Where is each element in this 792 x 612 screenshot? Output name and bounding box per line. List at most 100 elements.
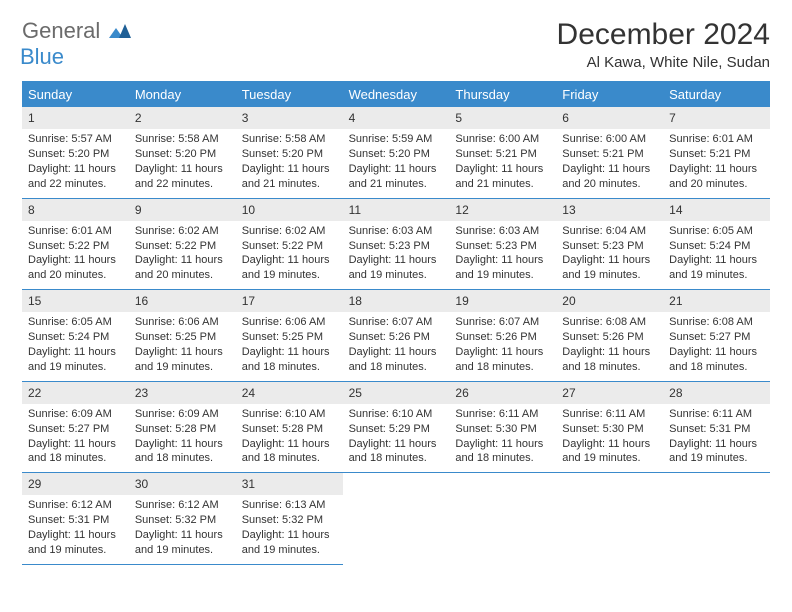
day-number: 7 (663, 107, 770, 129)
sunset-line: Sunset: 5:20 PM (28, 147, 123, 162)
daylight-line: Daylight: 11 hours and 19 minutes. (242, 253, 337, 283)
day-number: 22 (22, 382, 129, 404)
day-cell: 15Sunrise: 6:05 AMSunset: 5:24 PMDayligh… (22, 290, 129, 382)
location-label: Al Kawa, White Nile, Sudan (557, 54, 770, 71)
sunset-line: Sunset: 5:20 PM (135, 147, 230, 162)
sunrise-line: Sunrise: 6:00 AM (562, 132, 657, 147)
day-cell: 16Sunrise: 6:06 AMSunset: 5:25 PMDayligh… (129, 290, 236, 382)
sunrise-line: Sunrise: 6:11 AM (669, 407, 764, 422)
day-number: 19 (449, 290, 556, 312)
day-body: Sunrise: 6:11 AMSunset: 5:30 PMDaylight:… (556, 404, 663, 472)
daylight-line: Daylight: 11 hours and 21 minutes. (242, 162, 337, 192)
sunrise-line: Sunrise: 6:10 AM (242, 407, 337, 422)
empty-cell (556, 473, 663, 565)
day-header: Monday (129, 82, 236, 107)
empty-cell (343, 473, 450, 565)
logo-text-general: General (22, 18, 100, 43)
sunset-line: Sunset: 5:28 PM (135, 422, 230, 437)
sunrise-line: Sunrise: 6:10 AM (349, 407, 444, 422)
day-body: Sunrise: 6:11 AMSunset: 5:30 PMDaylight:… (449, 404, 556, 472)
day-number: 28 (663, 382, 770, 404)
sunset-line: Sunset: 5:22 PM (135, 239, 230, 254)
daylight-line: Daylight: 11 hours and 19 minutes. (669, 437, 764, 467)
empty-cell (663, 473, 770, 565)
daylight-line: Daylight: 11 hours and 19 minutes. (455, 253, 550, 283)
day-cell: 5Sunrise: 6:00 AMSunset: 5:21 PMDaylight… (449, 107, 556, 199)
day-number: 17 (236, 290, 343, 312)
day-body: Sunrise: 5:59 AMSunset: 5:20 PMDaylight:… (343, 129, 450, 197)
day-cell: 26Sunrise: 6:11 AMSunset: 5:30 PMDayligh… (449, 382, 556, 474)
day-body: Sunrise: 6:02 AMSunset: 5:22 PMDaylight:… (236, 221, 343, 289)
day-cell: 7Sunrise: 6:01 AMSunset: 5:21 PMDaylight… (663, 107, 770, 199)
sunrise-line: Sunrise: 6:02 AM (242, 224, 337, 239)
day-header: Tuesday (236, 82, 343, 107)
day-body: Sunrise: 6:10 AMSunset: 5:29 PMDaylight:… (343, 404, 450, 472)
day-cell: 8Sunrise: 6:01 AMSunset: 5:22 PMDaylight… (22, 199, 129, 291)
day-body: Sunrise: 5:58 AMSunset: 5:20 PMDaylight:… (129, 129, 236, 197)
daylight-line: Daylight: 11 hours and 20 minutes. (135, 253, 230, 283)
day-body: Sunrise: 6:09 AMSunset: 5:28 PMDaylight:… (129, 404, 236, 472)
daylight-line: Daylight: 11 hours and 21 minutes. (349, 162, 444, 192)
day-cell: 17Sunrise: 6:06 AMSunset: 5:25 PMDayligh… (236, 290, 343, 382)
daylight-line: Daylight: 11 hours and 18 minutes. (455, 345, 550, 375)
sunset-line: Sunset: 5:31 PM (669, 422, 764, 437)
day-body: Sunrise: 6:00 AMSunset: 5:21 PMDaylight:… (449, 129, 556, 197)
day-number: 5 (449, 107, 556, 129)
day-cell: 14Sunrise: 6:05 AMSunset: 5:24 PMDayligh… (663, 199, 770, 291)
day-number: 18 (343, 290, 450, 312)
day-number: 27 (556, 382, 663, 404)
day-number: 20 (556, 290, 663, 312)
sunset-line: Sunset: 5:21 PM (455, 147, 550, 162)
sunrise-line: Sunrise: 6:07 AM (455, 315, 550, 330)
sunset-line: Sunset: 5:27 PM (669, 330, 764, 345)
sunrise-line: Sunrise: 6:01 AM (669, 132, 764, 147)
day-number: 1 (22, 107, 129, 129)
day-body: Sunrise: 6:12 AMSunset: 5:32 PMDaylight:… (129, 495, 236, 563)
day-body: Sunrise: 6:03 AMSunset: 5:23 PMDaylight:… (343, 221, 450, 289)
day-number: 4 (343, 107, 450, 129)
day-body: Sunrise: 6:07 AMSunset: 5:26 PMDaylight:… (343, 312, 450, 380)
logo-text-blue: Blue (20, 44, 64, 69)
sunrise-line: Sunrise: 6:06 AM (242, 315, 337, 330)
sunset-line: Sunset: 5:22 PM (28, 239, 123, 254)
day-cell: 4Sunrise: 5:59 AMSunset: 5:20 PMDaylight… (343, 107, 450, 199)
day-body: Sunrise: 6:08 AMSunset: 5:27 PMDaylight:… (663, 312, 770, 380)
daylight-line: Daylight: 11 hours and 22 minutes. (135, 162, 230, 192)
daylight-line: Daylight: 11 hours and 19 minutes. (349, 253, 444, 283)
sunset-line: Sunset: 5:21 PM (669, 147, 764, 162)
day-cell: 23Sunrise: 6:09 AMSunset: 5:28 PMDayligh… (129, 382, 236, 474)
day-body: Sunrise: 6:13 AMSunset: 5:32 PMDaylight:… (236, 495, 343, 563)
sunrise-line: Sunrise: 6:11 AM (562, 407, 657, 422)
day-number: 31 (236, 473, 343, 495)
sunset-line: Sunset: 5:26 PM (562, 330, 657, 345)
daylight-line: Daylight: 11 hours and 21 minutes. (455, 162, 550, 192)
day-cell: 10Sunrise: 6:02 AMSunset: 5:22 PMDayligh… (236, 199, 343, 291)
day-body: Sunrise: 6:10 AMSunset: 5:28 PMDaylight:… (236, 404, 343, 472)
sunrise-line: Sunrise: 6:02 AM (135, 224, 230, 239)
day-cell: 29Sunrise: 6:12 AMSunset: 5:31 PMDayligh… (22, 473, 129, 565)
logo-mark-icon (109, 22, 131, 38)
header: General Blue December 2024 Al Kawa, Whit… (22, 18, 770, 71)
daylight-line: Daylight: 11 hours and 18 minutes. (455, 437, 550, 467)
day-header: Friday (556, 82, 663, 107)
day-cell: 25Sunrise: 6:10 AMSunset: 5:29 PMDayligh… (343, 382, 450, 474)
day-number: 16 (129, 290, 236, 312)
month-title: December 2024 (557, 18, 770, 52)
day-number: 2 (129, 107, 236, 129)
day-cell: 21Sunrise: 6:08 AMSunset: 5:27 PMDayligh… (663, 290, 770, 382)
daylight-line: Daylight: 11 hours and 18 minutes. (135, 437, 230, 467)
sunrise-line: Sunrise: 6:08 AM (669, 315, 764, 330)
day-number: 11 (343, 199, 450, 221)
daylight-line: Daylight: 11 hours and 18 minutes. (28, 437, 123, 467)
sunset-line: Sunset: 5:31 PM (28, 513, 123, 528)
sunset-line: Sunset: 5:28 PM (242, 422, 337, 437)
day-header: Wednesday (343, 82, 450, 107)
sunrise-line: Sunrise: 6:09 AM (28, 407, 123, 422)
day-cell: 31Sunrise: 6:13 AMSunset: 5:32 PMDayligh… (236, 473, 343, 565)
day-number: 8 (22, 199, 129, 221)
sunrise-line: Sunrise: 6:05 AM (28, 315, 123, 330)
sunset-line: Sunset: 5:32 PM (135, 513, 230, 528)
daylight-line: Daylight: 11 hours and 20 minutes. (562, 162, 657, 192)
day-number: 29 (22, 473, 129, 495)
day-number: 26 (449, 382, 556, 404)
